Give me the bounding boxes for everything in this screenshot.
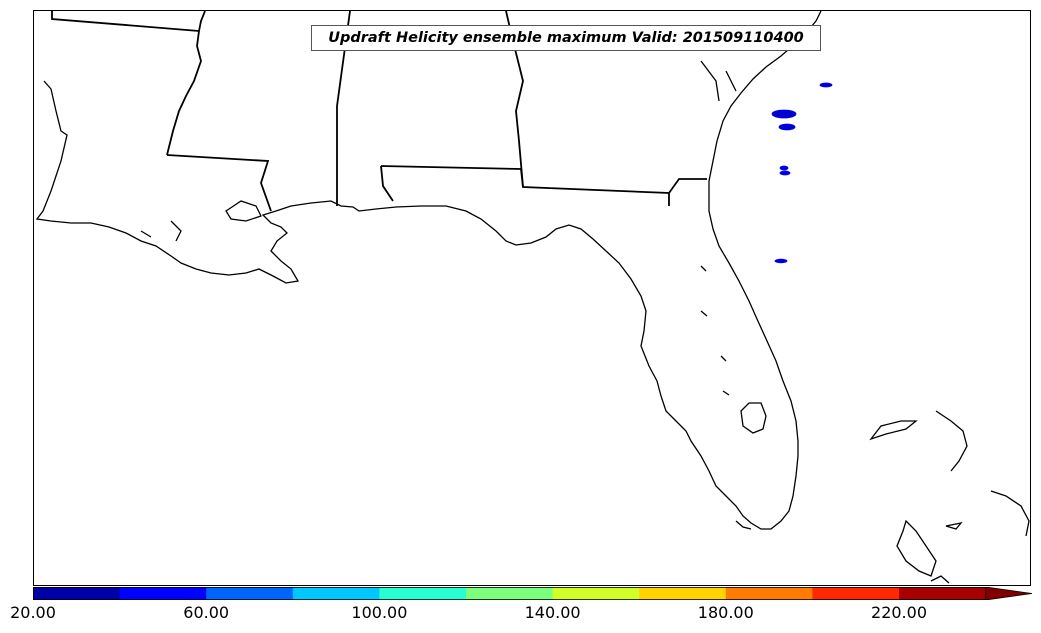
- border-florida-alabama-west: [380, 165, 394, 202]
- bahamas-abaco: [935, 410, 968, 472]
- colorbar-outline: [33, 587, 987, 600]
- bahamas-grand: [869, 420, 918, 441]
- border-louisiana-arkansas: [51, 11, 200, 32]
- colorbar-tick-label: 140.00: [524, 603, 581, 622]
- coast-louisiana: [35, 80, 799, 530]
- bahamas-small: [930, 522, 963, 584]
- coast-georgia-inlets: [700, 60, 737, 102]
- bahamas-eleuthera: [990, 490, 1030, 537]
- colorbar-tick-label: 180.00: [697, 603, 754, 622]
- florida-keys: [700, 265, 752, 530]
- colorbar-extend-arrow: [985, 587, 1033, 600]
- bahamas-andros: [896, 519, 937, 577]
- colorbar-tick-label: 60.00: [183, 603, 230, 622]
- border-louisiana-mississippi: [166, 154, 272, 212]
- map-frame: Updraft Helicity ensemble maximum Valid:…: [33, 10, 1031, 586]
- lake-okeechobee: [740, 402, 767, 434]
- helicity-cells: [771, 82, 833, 264]
- helicity-cell: [819, 82, 833, 88]
- border-georgia-florida: [668, 178, 707, 194]
- helicity-cell: [779, 165, 789, 171]
- colorbar-ticks: 20.00 60.00 100.00 140.00 180.00 220.00: [0, 601, 1041, 626]
- colorbar-segment: [292, 587, 380, 600]
- border-alabama-florida: [380, 165, 670, 206]
- helicity-cell: [779, 170, 791, 176]
- helicity-cell: [778, 123, 796, 131]
- map-title: Updraft Helicity ensemble maximum Valid:…: [311, 25, 821, 51]
- border-mississippi-river: [166, 11, 206, 156]
- colorbar-segment: [639, 587, 727, 600]
- colorbar-segment: [725, 587, 813, 600]
- lake-pontchartrain: [225, 200, 262, 222]
- colorbar-tick-label: 220.00: [871, 603, 927, 622]
- river-delta: [140, 220, 182, 242]
- helicity-cell: [771, 109, 797, 119]
- map-canvas: [35, 11, 1030, 584]
- colorbar-tick-label: 100.00: [351, 603, 408, 622]
- coastlines: [35, 11, 1030, 584]
- helicity-cell: [774, 258, 788, 264]
- colorbar-segment: [33, 587, 121, 600]
- colorbar-segment: [812, 587, 900, 600]
- colorbar-segment: [899, 587, 986, 600]
- colorbar: [33, 587, 1033, 600]
- colorbar-segment: [206, 587, 294, 600]
- colorbar-tick-label: 20.00: [10, 603, 56, 622]
- colorbar-segment: [119, 587, 207, 600]
- colorbar-segment: [466, 587, 554, 600]
- colorbar-segment: [379, 587, 467, 600]
- colorbar-segment: [552, 587, 640, 600]
